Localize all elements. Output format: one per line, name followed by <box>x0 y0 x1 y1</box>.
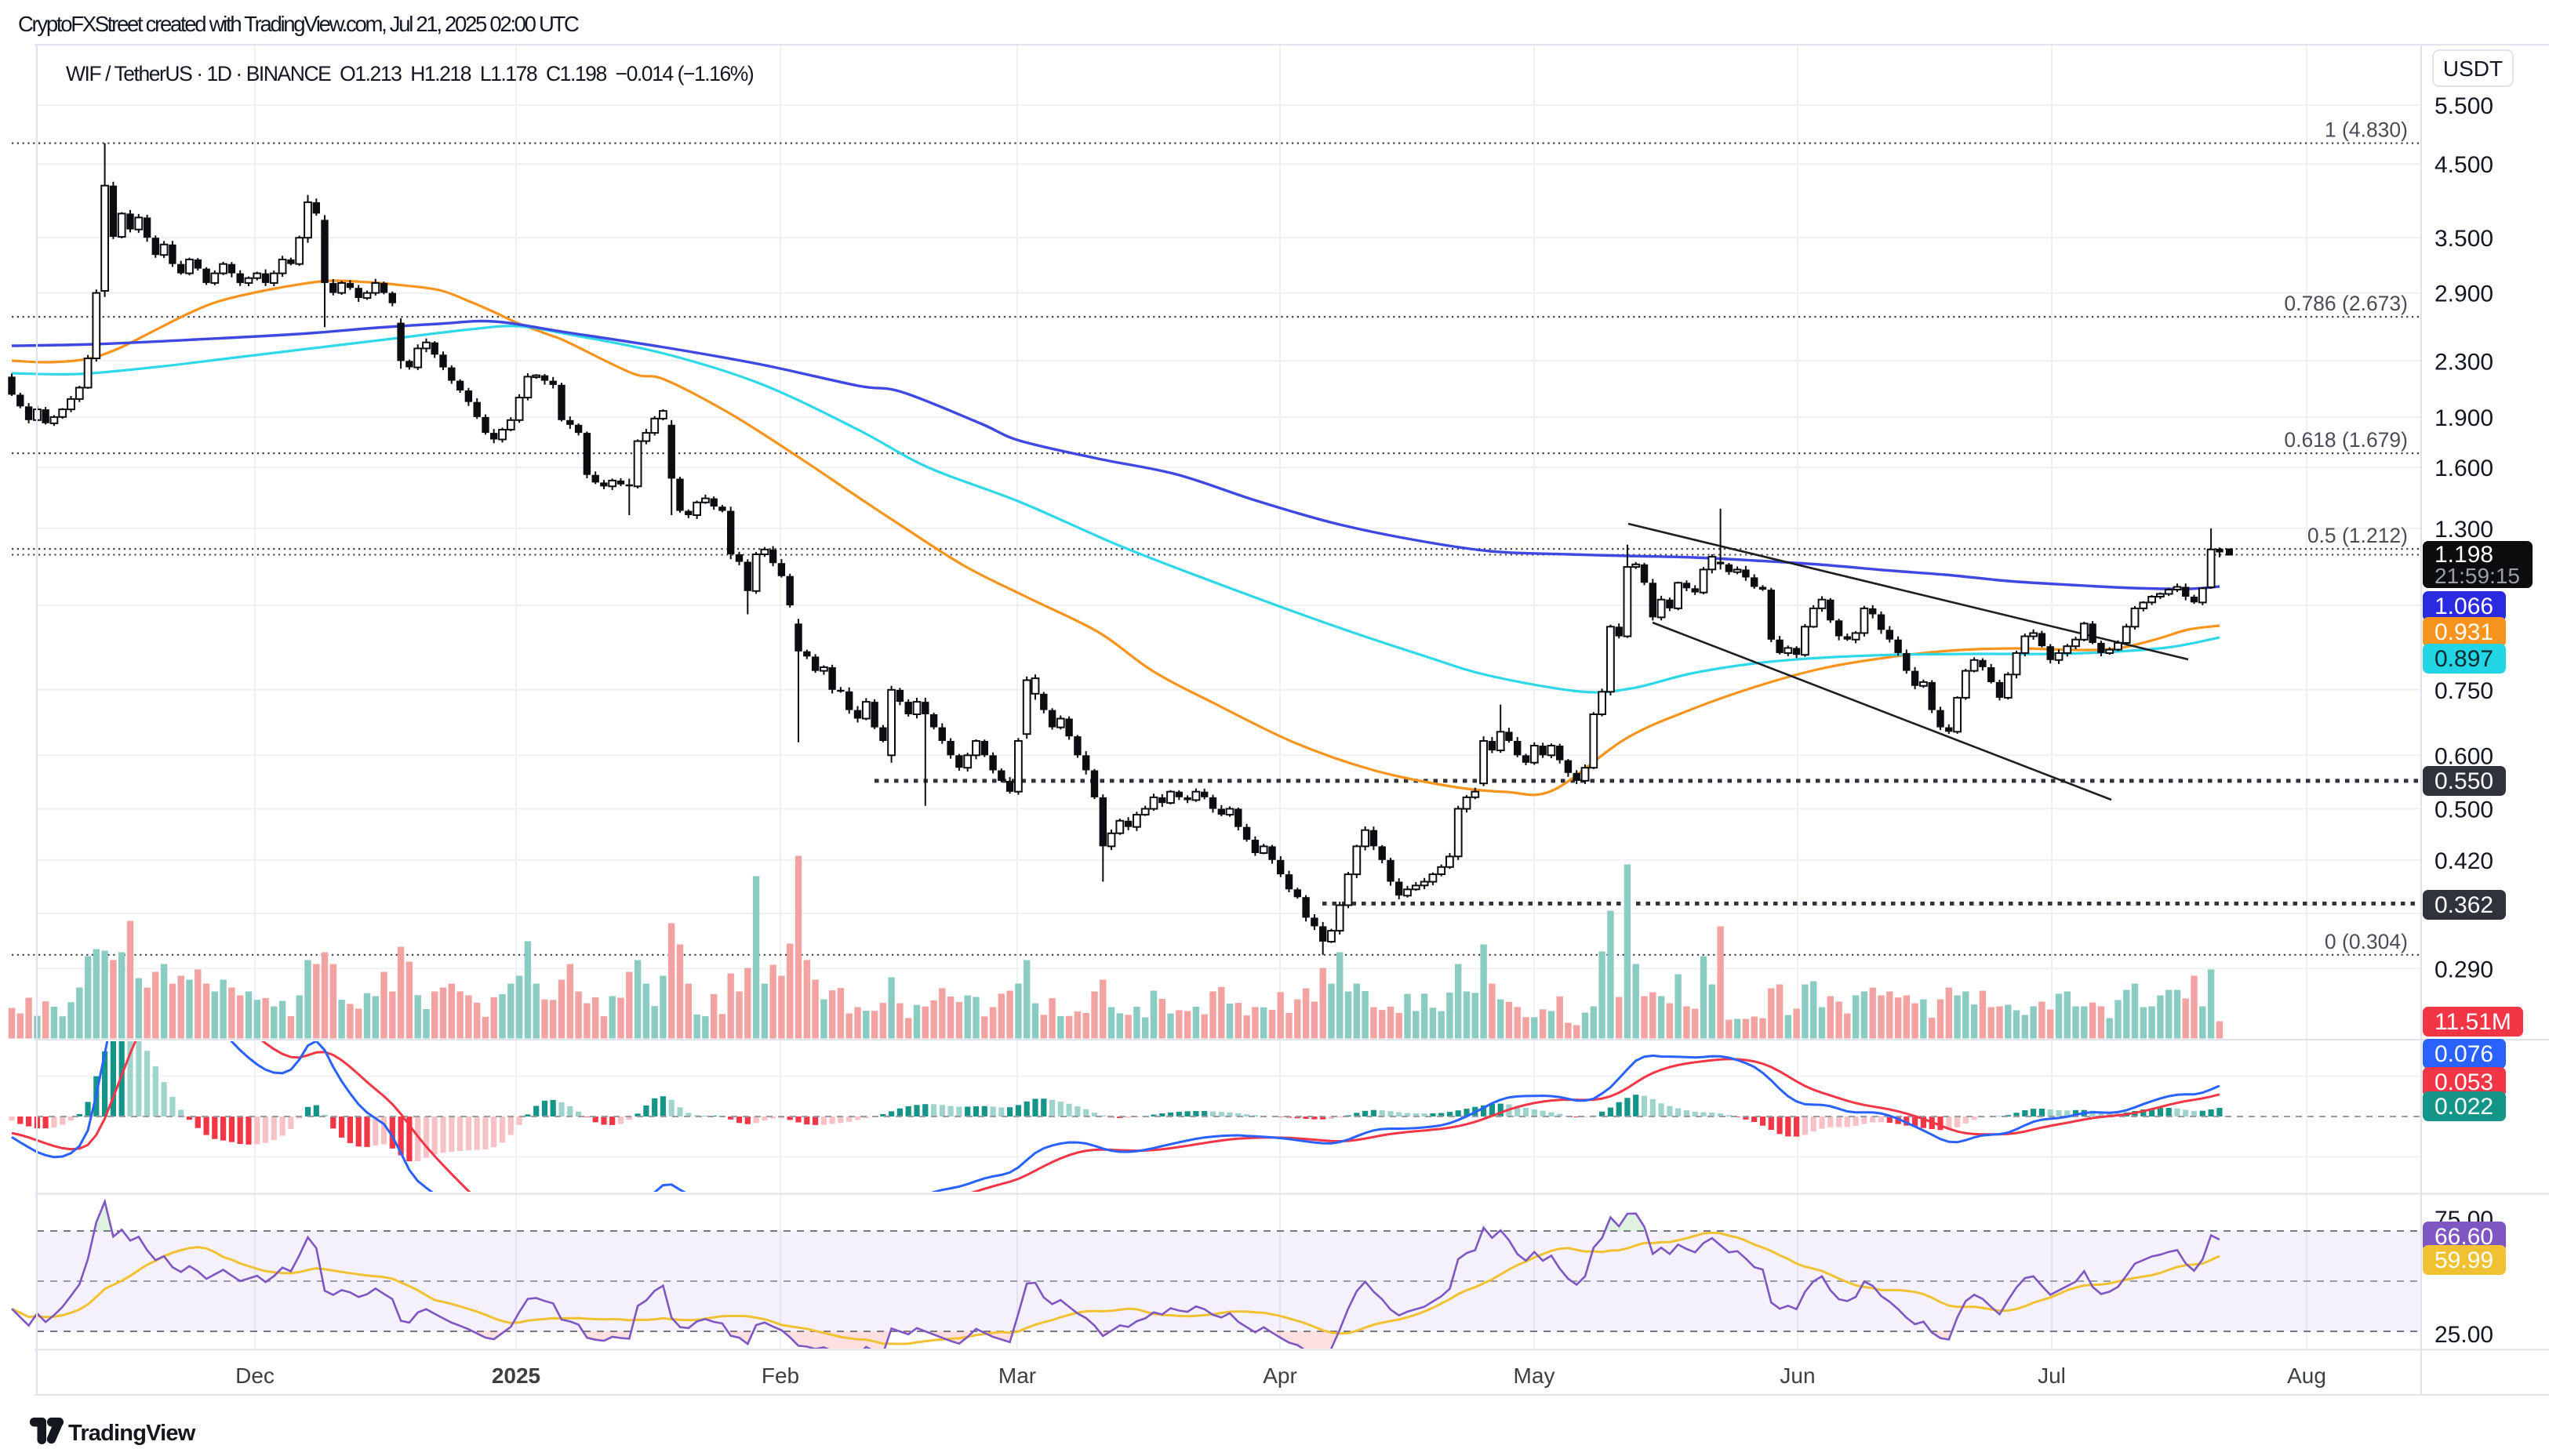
svg-text:1.900: 1.900 <box>2434 405 2493 431</box>
svg-text:25.00: 25.00 <box>2434 1322 2493 1348</box>
svg-text:0.750: 0.750 <box>2434 678 2493 704</box>
svg-text:0.5 (1.212): 0.5 (1.212) <box>2307 524 2408 547</box>
svg-text:0 (0.304): 0 (0.304) <box>2325 930 2408 953</box>
svg-text:0.897: 0.897 <box>2434 646 2493 672</box>
svg-text:USDT: USDT <box>2443 56 2503 81</box>
svg-text:2.900: 2.900 <box>2434 281 2493 307</box>
svg-text:0.931: 0.931 <box>2434 619 2493 645</box>
svg-text:0.600: 0.600 <box>2434 743 2493 769</box>
svg-text:2025: 2025 <box>492 1363 540 1388</box>
svg-text:2.300: 2.300 <box>2434 349 2493 375</box>
svg-text:Feb: Feb <box>762 1363 799 1388</box>
svg-text:0.618 (1.679): 0.618 (1.679) <box>2284 428 2408 452</box>
svg-text:1.600: 1.600 <box>2434 456 2493 481</box>
svg-text:59.99: 59.99 <box>2434 1247 2493 1273</box>
svg-text:Jun: Jun <box>1780 1363 1815 1388</box>
svg-text:Apr: Apr <box>1263 1363 1297 1388</box>
svg-text:Aug: Aug <box>2287 1363 2326 1388</box>
svg-text:1 (4.830): 1 (4.830) <box>2325 118 2408 142</box>
svg-text:0.362: 0.362 <box>2434 892 2493 918</box>
svg-text:May: May <box>1514 1363 1555 1388</box>
svg-text:0.022: 0.022 <box>2434 1094 2493 1120</box>
svg-text:1.300: 1.300 <box>2434 517 2493 543</box>
svg-text:Dec: Dec <box>235 1363 275 1388</box>
svg-text:11.51M: 11.51M <box>2434 1009 2511 1035</box>
svg-text:0.290: 0.290 <box>2434 957 2493 982</box>
svg-text:0.420: 0.420 <box>2434 848 2493 874</box>
svg-text:0.500: 0.500 <box>2434 797 2493 823</box>
svg-text:3.500: 3.500 <box>2434 226 2493 252</box>
svg-text:0.786 (2.673): 0.786 (2.673) <box>2284 292 2408 315</box>
svg-text:21:59:15: 21:59:15 <box>2434 564 2520 588</box>
svg-text:1.066: 1.066 <box>2434 594 2493 619</box>
svg-text:Jul: Jul <box>2038 1363 2066 1388</box>
svg-text:CryptoFXStreet created with Tr: CryptoFXStreet created with TradingView.… <box>18 12 579 36</box>
svg-text:5.500: 5.500 <box>2434 93 2493 119</box>
svg-text:WIF / TetherUS · 1D · BINANCE: WIF / TetherUS · 1D · BINANCE O1.213 H1.… <box>66 62 754 85</box>
svg-text:TradingView: TradingView <box>68 1421 196 1446</box>
svg-text:4.500: 4.500 <box>2434 152 2493 178</box>
svg-text:0.550: 0.550 <box>2434 768 2493 794</box>
svg-text:0.076: 0.076 <box>2434 1041 2493 1067</box>
svg-text:Mar: Mar <box>998 1363 1036 1388</box>
